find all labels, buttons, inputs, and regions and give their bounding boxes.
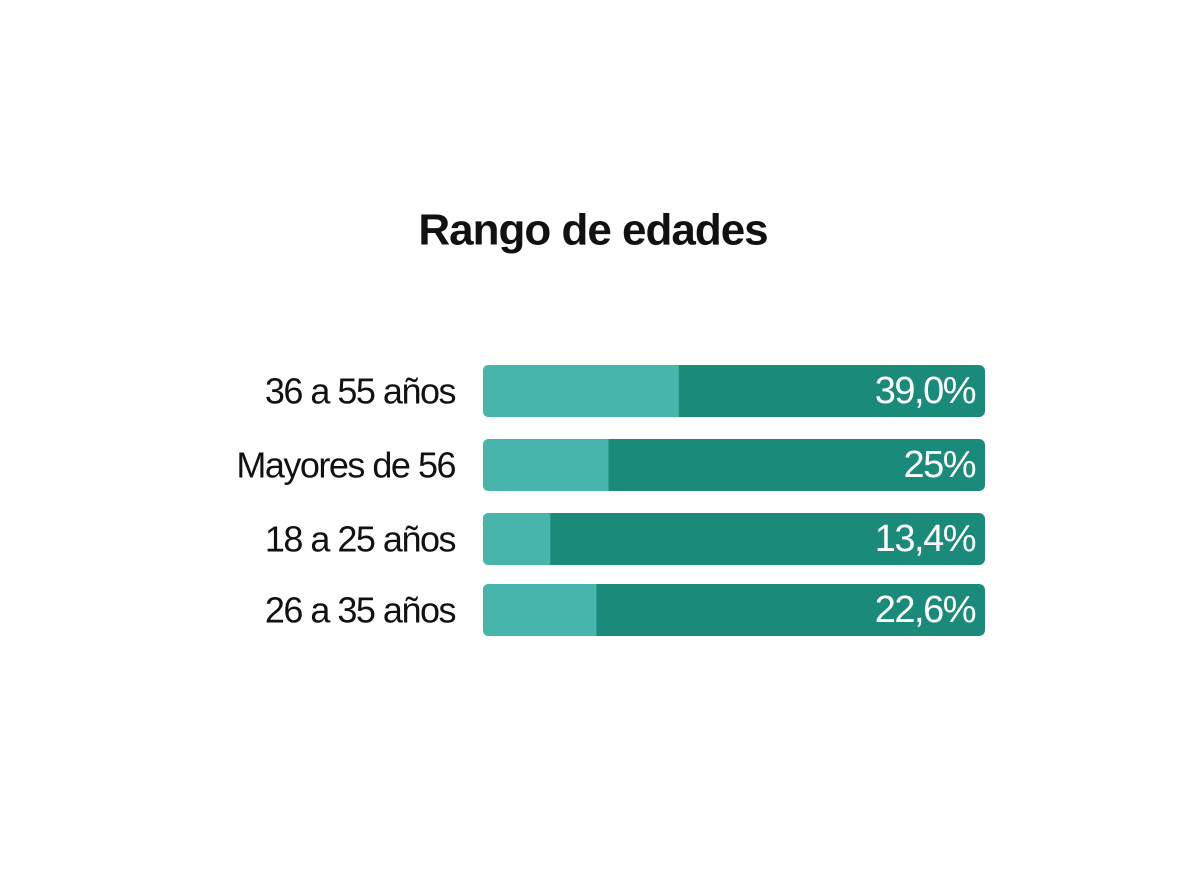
category-label: Mayores de 56 [236,445,455,486]
value-label: 39,0% [875,370,976,412]
category-label: 36 a 55 años [265,371,456,412]
bar [483,584,597,636]
value-label: 13,4% [875,518,976,560]
value-label: 25% [903,444,975,486]
bar [483,439,609,491]
category-label: 26 a 35 años [265,590,456,631]
chart-title: Rango de edades [418,206,767,255]
bar-track [483,584,985,636]
value-label: 22,6% [875,589,976,631]
bar [483,513,551,565]
category-label: 18 a 25 años [265,519,456,560]
bar [483,365,679,417]
bar-track [483,513,985,565]
